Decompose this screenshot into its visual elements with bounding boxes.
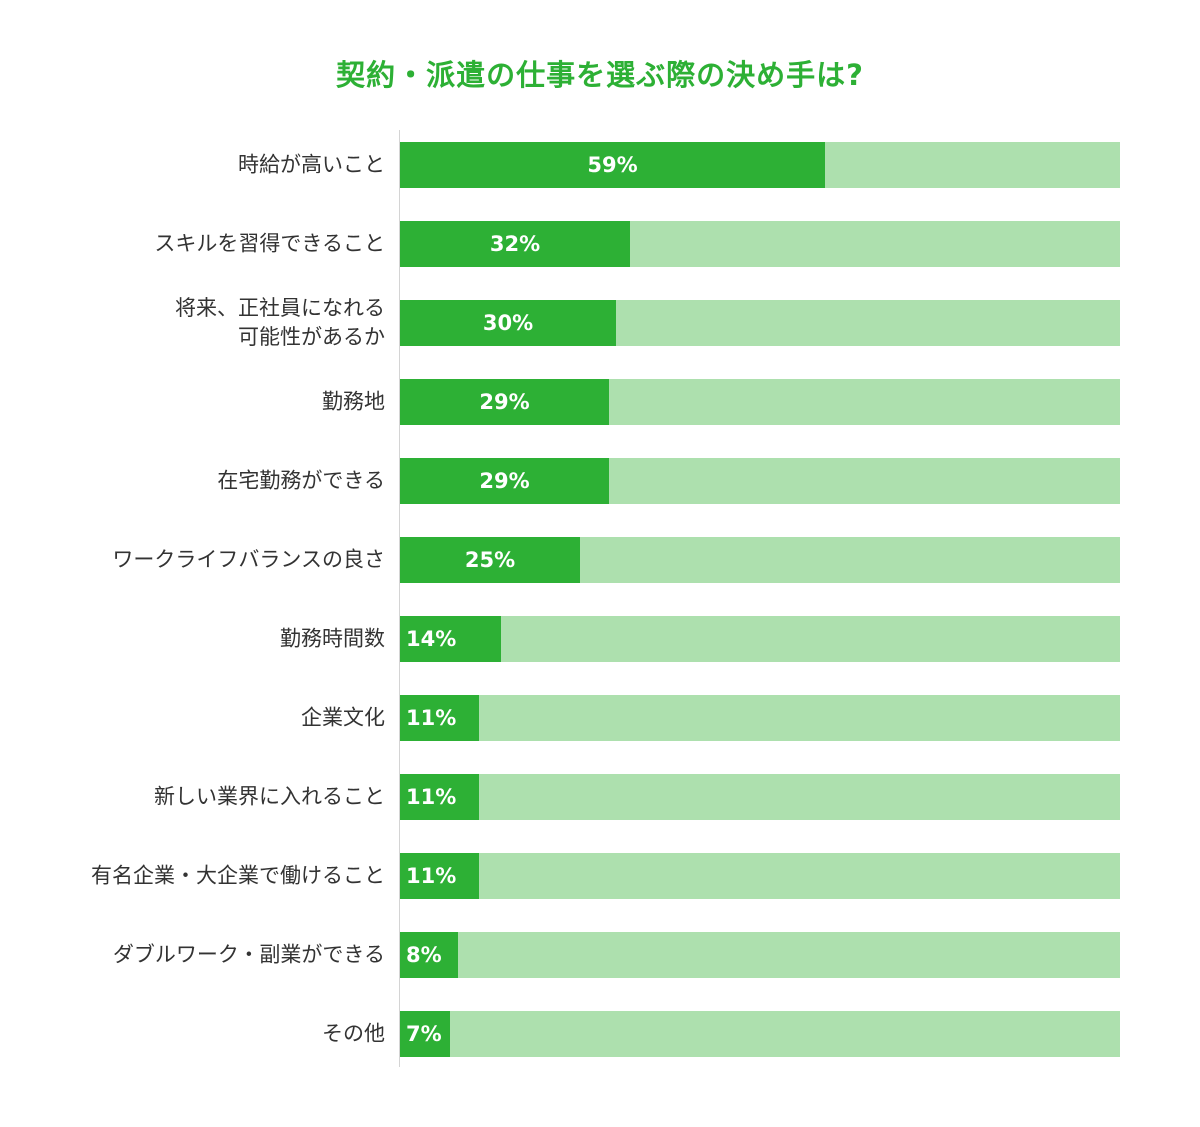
bar-row: 将来、正社員になれる 可能性があるか 30% (0, 296, 1200, 349)
bar (400, 221, 630, 267)
bar-track: 25% (400, 537, 1120, 583)
bar-track: 8% (400, 932, 1120, 978)
bar-row: 新しい業界に入れること 11% (0, 774, 1200, 820)
bar-row: スキルを習得できること 32% (0, 221, 1200, 267)
data-label: 59% (587, 153, 638, 177)
bar-track: 11% (400, 774, 1120, 820)
bar-row: ワークライフバランスの良さ 25% (0, 537, 1200, 583)
data-label: 11% (406, 785, 457, 809)
category-label: ダブルワーク・副業ができる (112, 942, 385, 967)
data-label: 32% (489, 232, 541, 256)
bar-row: 有名企業・大企業で働けること 11% (0, 853, 1200, 899)
category-label: その他 (322, 1021, 385, 1046)
bar-row: 在宅勤務ができる 29% (0, 458, 1200, 504)
data-label: 29% (479, 469, 530, 493)
category-label: 企業文化 (301, 705, 385, 730)
bar (400, 853, 479, 899)
bar-row: 勤務時間数 14% (0, 616, 1200, 662)
category-label: スキルを習得できること (154, 231, 385, 256)
bar (400, 616, 501, 662)
bar-track: 11% (400, 853, 1120, 899)
category-label: 将来、正社員になれる 可能性があるか (175, 296, 385, 349)
category-label: 時給が高いこと (238, 152, 385, 177)
chart-title: 契約・派遣の仕事を選ぶ際の決め手は? (336, 58, 864, 92)
bar-track: 32% (400, 221, 1120, 267)
bar (400, 142, 825, 188)
data-label: 7% (406, 1022, 442, 1046)
bar-row: ダブルワーク・副業ができる 8% (0, 932, 1200, 978)
bar-row: 勤務地 29% (0, 379, 1200, 425)
data-label: 14% (406, 627, 457, 651)
bar-row: その他 7% (0, 1011, 1200, 1057)
bar (400, 932, 458, 978)
bar (400, 1011, 450, 1057)
category-label: 有名企業・大企業で働けること (91, 863, 385, 888)
bar (400, 379, 609, 425)
category-label: 在宅勤務ができる (217, 468, 385, 493)
data-label: 25% (464, 548, 516, 572)
bar-track: 59% (400, 142, 1120, 188)
category-axis-line (399, 130, 400, 1067)
bar-row: 時給が高いこと 59% (0, 142, 1200, 188)
data-label: 11% (406, 706, 457, 730)
bar (400, 458, 609, 504)
data-label: 29% (479, 390, 530, 414)
bar (400, 537, 580, 583)
category-label: 新しい業界に入れること (154, 784, 385, 809)
data-label: 30% (482, 311, 534, 335)
category-label: 勤務地 (322, 389, 385, 414)
bar (400, 695, 479, 741)
bar-track: 29% (400, 379, 1120, 425)
bar-track: 14% (400, 616, 1120, 662)
bar-track: 11% (400, 695, 1120, 741)
category-label: 勤務時間数 (280, 626, 385, 651)
bar-track: 7% (400, 1011, 1120, 1057)
bar-row: 企業文化 11% (0, 695, 1200, 741)
bar (400, 300, 616, 346)
data-label: 11% (406, 864, 457, 888)
bar-track: 29% (400, 458, 1120, 504)
data-label: 8% (406, 943, 442, 967)
category-label: ワークライフバランスの良さ (112, 547, 385, 572)
bar-track: 30% (400, 300, 1120, 346)
bar (400, 774, 479, 820)
